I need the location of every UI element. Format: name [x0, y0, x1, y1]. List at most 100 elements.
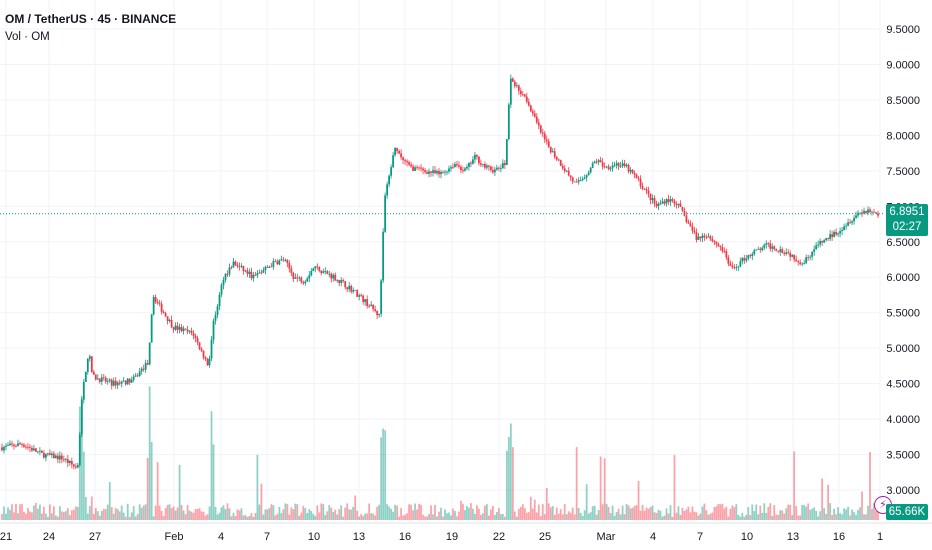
candle-body: [446, 171, 448, 173]
candle-body: [603, 166, 606, 168]
volume-bar: [17, 513, 19, 520]
volume-bar: [416, 509, 418, 520]
candle-body: [114, 380, 117, 386]
candle-body: [601, 162, 604, 167]
volume-bar: [294, 503, 297, 520]
candle-body: [693, 230, 696, 233]
volume-bar: [266, 509, 269, 520]
volume-bar: [533, 499, 536, 520]
candle-body: [226, 274, 229, 275]
candle-body: [388, 175, 391, 185]
candle-body: [338, 279, 341, 283]
volume-bar: [605, 503, 608, 520]
candle-body: [60, 455, 63, 460]
candle-body: [773, 246, 776, 250]
candle-body: [58, 455, 61, 460]
candle-body: [691, 226, 694, 231]
volume-bar: [763, 503, 766, 520]
candle-body: [761, 247, 764, 251]
candle-body: [659, 203, 662, 205]
volume-bar: [487, 515, 490, 520]
candle-body: [104, 377, 107, 382]
candle-body: [611, 165, 614, 169]
volume-bar: [547, 503, 550, 520]
volume-bar: [875, 510, 877, 520]
volume-bar: [565, 514, 568, 520]
volume-bar: [60, 511, 63, 520]
candle-body: [456, 164, 458, 166]
candle-body: [120, 381, 123, 384]
volume-bar: [777, 514, 780, 520]
candle-body: [452, 167, 454, 169]
volume-bar: [224, 509, 227, 520]
volume-bar: [599, 456, 602, 520]
volume-bar: [112, 513, 115, 520]
price-axis: 3.0000 3.5000 4.0000 4.5000 5.0000 5.5000 6.00…: [886, 24, 920, 497]
y-tick-label: 9.0000: [886, 59, 920, 71]
volume-bar: [783, 513, 786, 520]
volume-bar: [803, 505, 806, 520]
volume-bar: [244, 515, 247, 520]
candle-body: [382, 231, 385, 281]
candle-body: [306, 278, 309, 282]
candle-body: [491, 169, 494, 173]
candle-body: [116, 382, 119, 386]
volume-bar: [332, 511, 335, 520]
volume-bar: [326, 511, 329, 520]
volume-bar: [316, 505, 319, 520]
candle-body: [52, 453, 55, 459]
volume-bar: [683, 510, 686, 520]
candle-body: [346, 287, 349, 290]
volume-bar: [661, 516, 664, 520]
volume-bar: [436, 516, 438, 520]
candle-body: [48, 453, 51, 456]
candle-body: [192, 333, 195, 336]
candle-body: [665, 199, 668, 204]
candle-body: [96, 378, 99, 380]
volume-bar: [444, 509, 446, 520]
volume-bar: [493, 515, 496, 520]
volume-bar: [631, 507, 634, 520]
volume-bar: [717, 503, 720, 520]
volume-bar: [561, 514, 564, 520]
volume-bar: [426, 516, 428, 520]
volume-bar: [559, 509, 562, 520]
volume-bar: [202, 511, 205, 520]
candle-body: [142, 368, 145, 370]
candle-body: [853, 217, 855, 222]
volume-bar: [703, 503, 706, 520]
volume-bar: [304, 508, 307, 520]
candle-body: [635, 174, 638, 178]
volume-bar: [819, 511, 822, 520]
volume-bar: [591, 506, 594, 520]
current-price-value: 6.8951: [889, 206, 925, 218]
volume-bar: [420, 504, 422, 520]
candle-body: [218, 294, 221, 307]
volume-bar: [765, 513, 768, 520]
candle-body: [292, 272, 295, 279]
volume-bar: [751, 504, 754, 520]
volume-bar: [731, 505, 734, 520]
volume-bar: [250, 513, 253, 520]
candle-body: [108, 379, 111, 381]
symbol-title[interactable]: OM / TetherUS · 45 · BINANCE: [5, 12, 177, 26]
candle-body: [44, 454, 47, 458]
x-tick-label: 22: [493, 531, 505, 543]
volume-indicator-label[interactable]: Vol · OM: [5, 31, 50, 43]
volume-bar: [853, 512, 855, 520]
volume-bar: [232, 512, 235, 520]
volume-bar: [827, 484, 830, 520]
candle-body: [791, 254, 794, 257]
volume-bar: [581, 515, 584, 520]
volume-bar: [807, 503, 810, 520]
candle-body: [671, 199, 674, 201]
candle-body: [454, 164, 456, 168]
candle-body: [212, 320, 215, 340]
candle-body: [340, 280, 343, 283]
candle-body: [487, 165, 490, 167]
candle-body: [80, 399, 83, 435]
volume-bar: [302, 505, 305, 520]
candle-body: [148, 342, 151, 365]
volume-bar: [180, 504, 183, 520]
